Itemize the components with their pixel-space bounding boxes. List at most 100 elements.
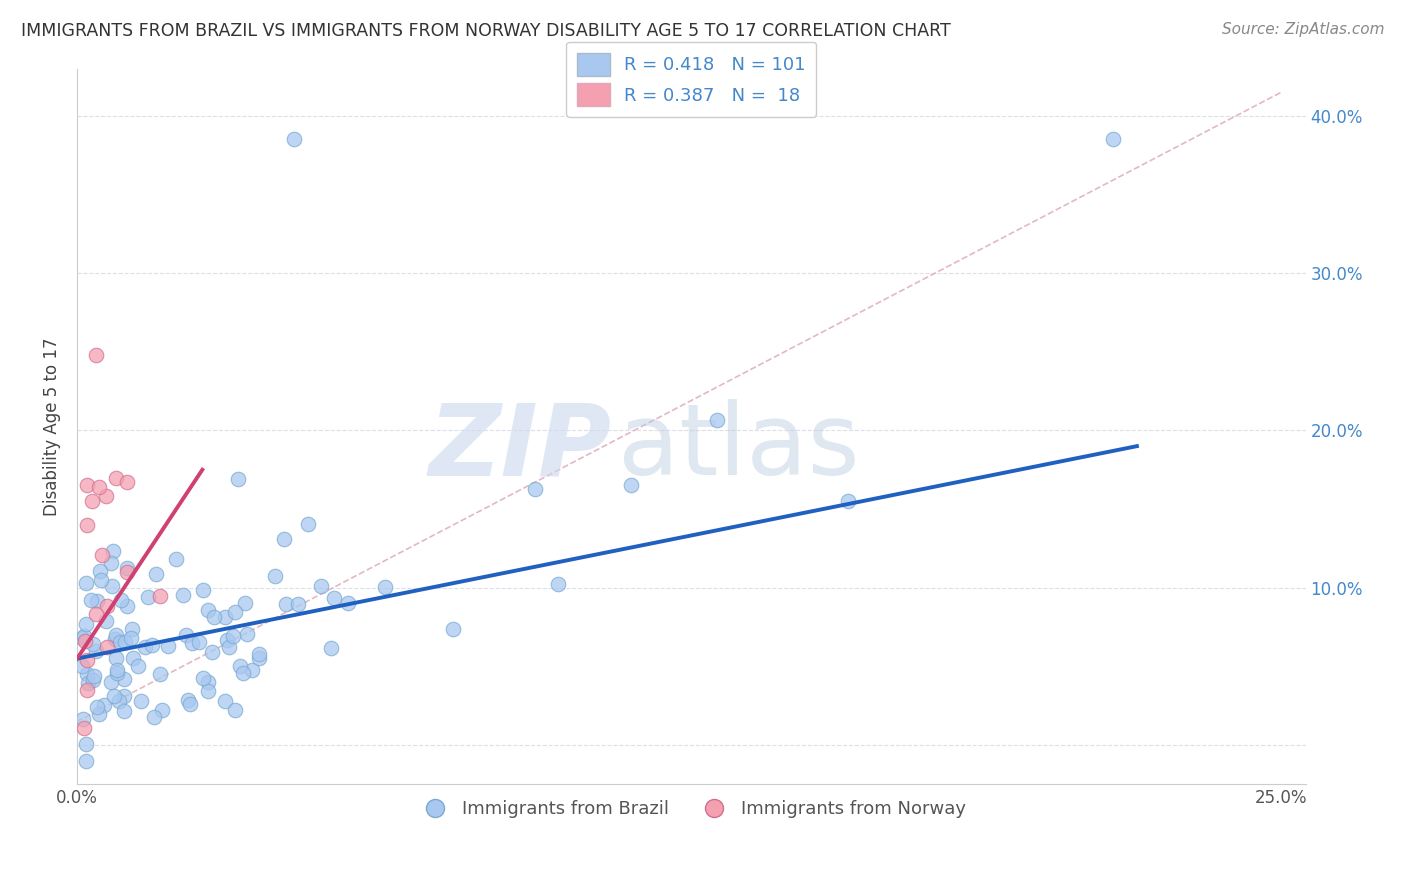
Point [202,610,225,624]
Point [240,663,263,677]
Point [706,413,728,427]
Point [177,693,200,707]
Point [101,579,124,593]
Point [89,564,111,578]
Text: ZIP: ZIP [429,400,612,497]
Point [110,593,132,607]
Point [129,694,152,708]
Point [224,605,246,619]
Legend: Immigrants from Brazil, Immigrants from Norway: Immigrants from Brazil, Immigrants from … [409,793,973,825]
Point [112,689,135,703]
Point [103,689,125,703]
Point [76,478,98,492]
Point [297,517,319,532]
Point [165,551,187,566]
Point [83,669,105,683]
Point [226,472,249,486]
Point [94,614,117,628]
Point [201,645,224,659]
Point [75,634,97,648]
Point [70,658,93,673]
Point [149,590,172,604]
Point [104,632,127,646]
Point [75,754,97,768]
Point [283,132,305,146]
Point [214,610,236,624]
Point [107,694,129,708]
Point [273,532,295,546]
Point [152,703,174,717]
Point [236,627,259,641]
Point [287,597,309,611]
Point [75,617,97,632]
Point [87,706,110,721]
Point [112,704,135,718]
Point [96,599,118,613]
Point [191,583,214,598]
Point [232,666,254,681]
Point [115,560,138,574]
Text: atlas: atlas [617,400,859,497]
Point [100,556,122,570]
Point [620,478,643,492]
Point [117,566,139,580]
Point [179,698,201,712]
Point [80,494,103,508]
Point [86,348,108,362]
Point [117,599,139,614]
Point [156,639,179,653]
Point [76,517,98,532]
Point [104,650,127,665]
Point [100,675,122,690]
Point [101,543,124,558]
Point [94,490,117,504]
Point [104,470,127,484]
Point [82,637,104,651]
Point [374,580,396,594]
Point [73,722,96,736]
Point [197,603,219,617]
Point [172,588,194,602]
Point [143,709,166,723]
Point [127,659,149,673]
Point [197,674,219,689]
Point [73,629,96,643]
Point [84,607,107,621]
Point [174,628,197,642]
Point [104,628,127,642]
Point [837,494,859,508]
Point [82,673,104,688]
Point [221,629,243,643]
Point [141,638,163,652]
Point [138,590,160,604]
Point [523,482,546,496]
Point [191,671,214,685]
Point [1101,132,1123,146]
Point [145,566,167,581]
Point [134,640,156,655]
Point [187,634,209,648]
Point [319,640,342,655]
Point [114,635,136,649]
Point [80,593,103,607]
Point [112,672,135,686]
Point [218,640,240,654]
Point [76,683,98,698]
Point [337,596,360,610]
Point [75,576,97,591]
Point [247,647,270,661]
Point [264,568,287,582]
Point [93,698,115,712]
Point [76,653,98,667]
Point [121,651,143,665]
Point [233,596,256,610]
Point [86,699,108,714]
Point [86,594,108,608]
Y-axis label: Disability Age 5 to 17: Disability Age 5 to 17 [44,337,60,516]
Point [72,712,94,726]
Point [121,623,143,637]
Point [120,631,142,645]
Point [75,737,97,751]
Point [197,684,219,698]
Point [311,579,333,593]
